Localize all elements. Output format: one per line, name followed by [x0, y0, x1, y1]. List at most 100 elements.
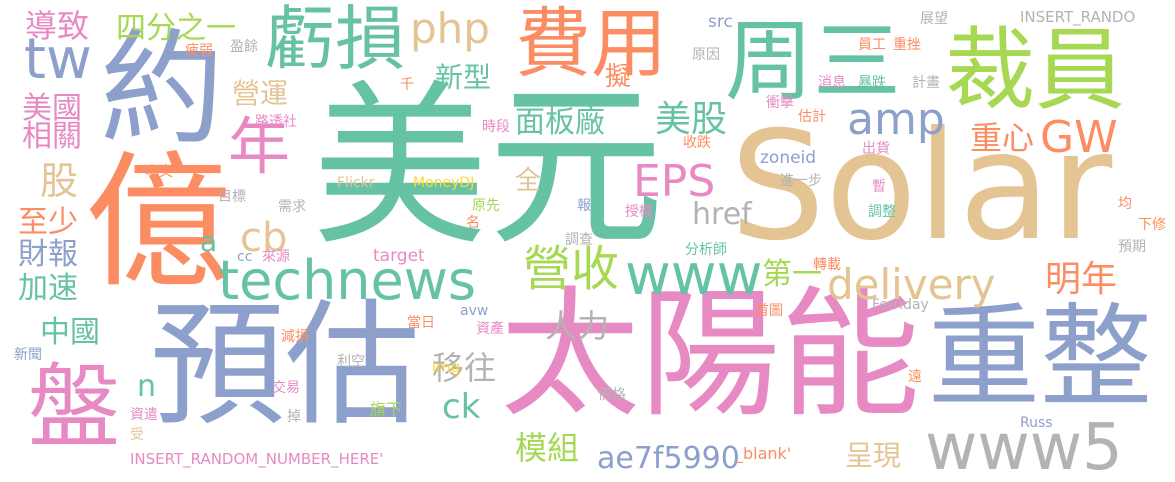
word-cc: cc [237, 249, 253, 265]
word-weak: 疲弱 [185, 43, 213, 59]
word-manpower: 人力 [545, 307, 610, 345]
word-employee: 員工 [858, 37, 886, 53]
word-accelerate: 加速 [18, 271, 78, 306]
word-trade: 交易 [272, 380, 300, 396]
word-flickr: Flickr [337, 175, 375, 191]
word-img: img [432, 358, 461, 376]
word-cost: 費用 [515, 0, 667, 88]
word-subsidiary: 旗下 [370, 400, 403, 419]
word-revenue: 營收 [523, 241, 620, 297]
word-shipment: 出貨 [862, 141, 890, 157]
word-this-article: 本文 [145, 164, 173, 180]
word-solar: Solar [730, 100, 1113, 274]
word-www5: www5 [925, 411, 1123, 482]
word-insert-random-number: INSERT_RANDOM_NUMBER_HERE' [130, 450, 384, 468]
word-target: target [373, 246, 425, 266]
word-delivery: delivery [827, 260, 996, 309]
word-survey: 調查 [565, 232, 593, 248]
word-asset: 資產 [476, 321, 504, 337]
word-plunge: 暴跌 [858, 75, 886, 91]
word-adjust: 調整 [868, 204, 896, 220]
word-restructure: 重整 [928, 293, 1152, 423]
word-src: src [708, 12, 733, 32]
word-ck: ck [442, 387, 481, 427]
word-message: 消息 [818, 75, 846, 91]
word-ae7f5990: ae7f5990 [597, 441, 740, 476]
word-tumble: 重挫 [893, 37, 921, 53]
word-next-year: 明年 [1045, 259, 1118, 300]
word-usd: 美元 [312, 65, 665, 270]
word-russ: Russ [1020, 415, 1053, 431]
word-china: 中國 [40, 315, 100, 350]
word-impact: 衝擊 [766, 95, 794, 111]
word-loss: 虧損 [265, 0, 405, 80]
word-solar-energy: 太陽能 [500, 274, 921, 437]
word-first: 第一 [762, 257, 822, 292]
word-plan: 計畫 [912, 75, 940, 91]
word-present: 呈現 [845, 439, 902, 472]
word-name: 名 [466, 215, 480, 231]
word-a: a [200, 225, 218, 258]
word-demand: 需求 [278, 199, 306, 215]
word-estimate: 預估 [150, 287, 420, 444]
word-analyst: 分析師 [685, 242, 727, 258]
word-severance: 資遣 [130, 407, 158, 423]
word-expected: 預期 [1118, 239, 1146, 255]
word-href: href [692, 197, 752, 232]
word-year: 年 [228, 110, 291, 183]
word-at-least: 至少 [18, 205, 78, 240]
word-time-slot: 時段 [482, 119, 510, 135]
word-operation: 營運 [232, 77, 289, 110]
word-insert-rando: INSERT_RANDO [1020, 8, 1136, 26]
word-move-to: 移往 [432, 349, 497, 387]
word-new-type: 新型 [435, 61, 492, 94]
word-target-goal: 目標 [218, 189, 246, 205]
word-panel-maker: 面板廠 [515, 105, 605, 140]
word-earnings: 財報 [18, 237, 78, 272]
word-usa: 美國 [22, 91, 82, 126]
word-ferriday: Ferriday [872, 297, 929, 313]
word-reason: 原因 [692, 47, 720, 63]
word-reuters: 路透社 [255, 114, 297, 130]
word-eps: EPS [633, 156, 716, 207]
word-plate: 盤 [28, 354, 121, 461]
word-amp: amp [847, 94, 945, 145]
word-cover-image: 首圖 [755, 303, 783, 319]
word-estimated: 估計 [798, 109, 826, 125]
word-quarter: 四分之一 [116, 11, 236, 46]
word-layoff: 裁員 [945, 18, 1125, 123]
word-impairment: 減損 [281, 329, 309, 345]
word-gw: GW [1040, 112, 1118, 163]
word-thousand: 千 [400, 77, 414, 93]
word-all: 全 [515, 166, 542, 196]
word-blank: _blank' [735, 444, 792, 463]
word-cb: cb [240, 215, 288, 261]
word-repost: 轉載 [813, 257, 841, 273]
word-receive: 受 [130, 427, 144, 443]
word-moneydj: MoneyDJ [413, 175, 475, 191]
word-related: 相關 [22, 119, 82, 154]
word-report: 報 [577, 198, 591, 214]
word-cause: 導致 [25, 7, 90, 45]
word-bad-news: 利空 [337, 354, 365, 370]
word-source: 來源 [262, 249, 290, 265]
word-average: 均 [1118, 196, 1132, 212]
word-avw: avw [460, 303, 489, 319]
word-module: 模組 [515, 429, 580, 467]
word-same-day: 當日 [407, 315, 435, 331]
word-further: 進一步 [780, 173, 822, 189]
word-originally: 原先 [472, 198, 500, 214]
word-temporarily: 暫 [872, 179, 886, 195]
word-price: 價格 [598, 387, 626, 403]
word-zoneid: zoneid [760, 148, 817, 168]
word-drop: 掉 [287, 409, 301, 425]
word-news: 新聞 [14, 347, 42, 363]
word-surplus: 盈餘 [230, 39, 258, 55]
word-wednesday: 周三 [725, 10, 902, 113]
word-n: n [137, 369, 157, 404]
word-stock: 股 [40, 159, 79, 203]
word-hundred-million: 億 [85, 138, 231, 308]
word-focus: 重心 [970, 119, 1035, 157]
word-plan-to: 擬 [605, 62, 632, 92]
